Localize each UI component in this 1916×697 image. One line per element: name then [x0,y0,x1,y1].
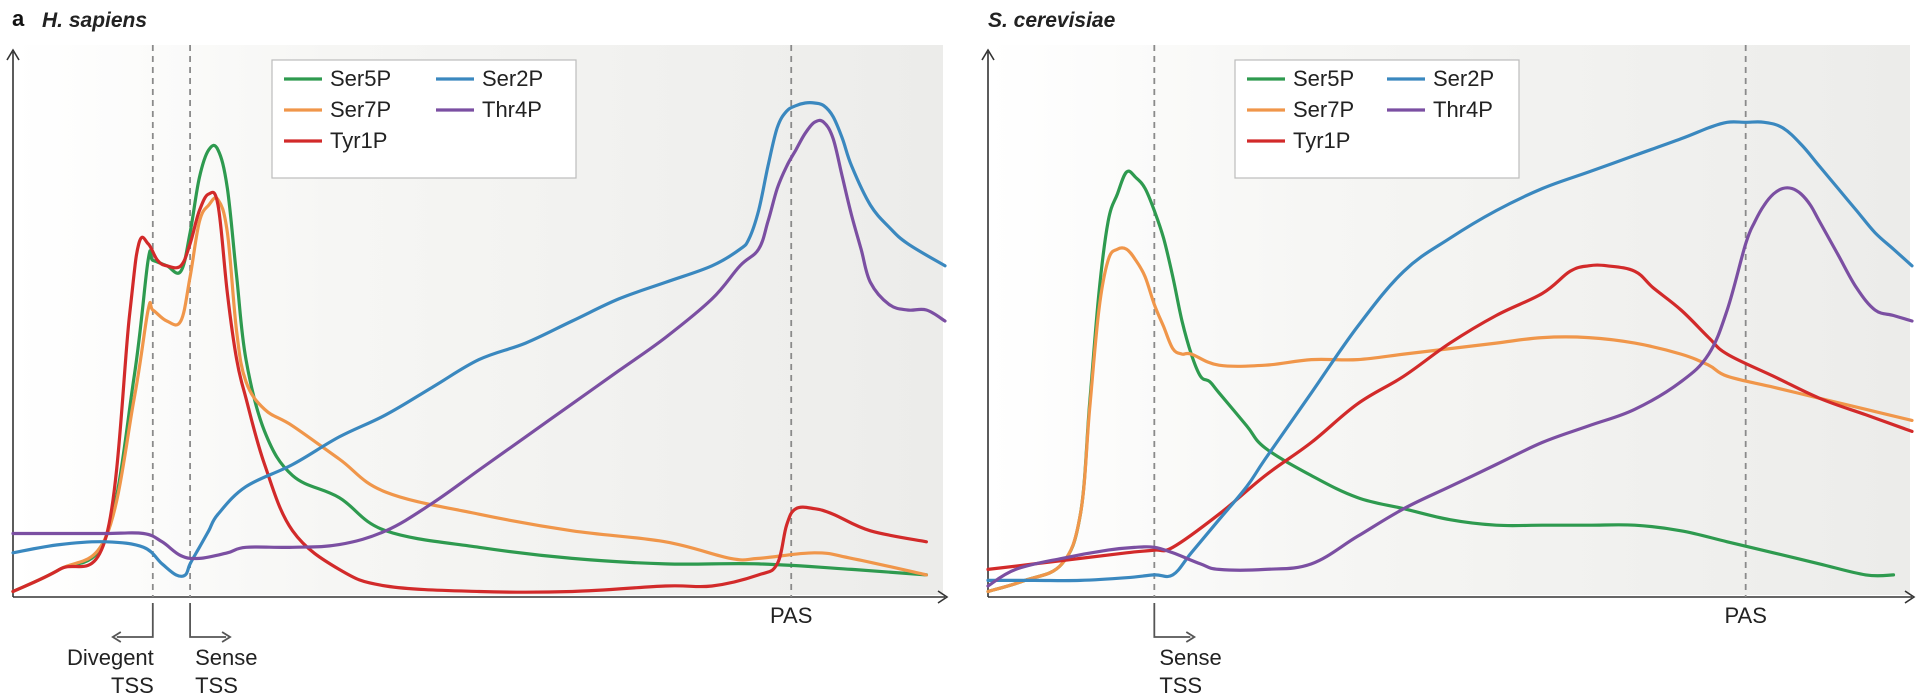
marker-label-sense-tss: TSS [195,673,238,697]
series-line-ser5p [11,143,928,594]
marker-labels: Sense TSS PAS [1153,603,1767,697]
marker-arrowhead-sense-tss [221,631,232,643]
legend-label-ser2p: Ser2P [1433,66,1494,91]
series-line-ser7p [986,246,1914,594]
legend-label-ser5p: Ser5P [1293,66,1354,91]
legend-label-ser2p: Ser2P [482,66,543,91]
series-line-ser7p [11,196,928,594]
marker-label-pas: PAS [770,603,812,628]
series-line-ser2p [986,120,1914,583]
y-axis-arrow [6,48,20,61]
chart-title: S. cerevisiae [988,9,1116,32]
series-line-tyr1p [986,263,1914,571]
marker-lines [1153,45,1747,597]
legend-label-tyr1p: Tyr1P [1293,128,1350,153]
marker-arrowhead-divegent-tss [111,631,122,643]
panel-h-sapiens: a H. sapiens Divegent TSS Sense TSS PAS Ser5… [6,6,949,697]
marker-arrow-divegent-tss [116,603,154,638]
marker-label-sense-tss: TSS [1159,673,1202,697]
marker-labels: Divegent TSS Sense TSS PAS [67,603,812,697]
series-lines [986,120,1914,594]
legend: Ser5P Ser2P Ser7P Thr4P Tyr1P [1234,59,1520,179]
series-line-tyr1p [11,190,928,594]
marker-lines [151,45,793,597]
marker-arrow-sense-tss [189,603,227,638]
marker-arrow-sense-tss [1153,603,1191,638]
marker-label-divegent-tss: Divegent [67,645,154,670]
legend-label-ser7p: Ser7P [1293,97,1354,122]
x-axis-arrow [1904,590,1916,604]
marker-label-pas: PAS [1724,603,1766,628]
legend-label-ser7p: Ser7P [330,97,391,122]
legend-label-tyr1p: Tyr1P [330,128,387,153]
legend-label-ser5p: Ser5P [330,66,391,91]
y-axis-arrow [981,48,995,61]
marker-label-sense-tss: Sense [1159,645,1221,670]
legend: Ser5P Ser2P Ser7P Thr4P Tyr1P [271,59,577,179]
legend-label-thr4p: Thr4P [1433,97,1493,122]
series-line-ser5p [986,169,1896,594]
series-line-thr4p [11,118,947,561]
legend-box [271,59,577,179]
series-line-ser2p [11,101,947,578]
legend-label-thr4p: Thr4P [482,97,542,122]
marker-arrowhead-sense-tss [1185,631,1197,643]
panel-letter: a [12,6,25,31]
series-line-thr4p [986,186,1914,588]
x-axis-arrow [937,590,949,604]
series-lines [11,101,947,594]
marker-label-sense-tss: Sense [195,645,257,670]
marker-label-divegent-tss: TSS [111,673,154,697]
panel-s-cerevisiae: S. cerevisiae Sense TSS PAS Ser5P Ser2P Ser7… [981,9,1916,697]
chart-title: H. sapiens [42,9,147,32]
